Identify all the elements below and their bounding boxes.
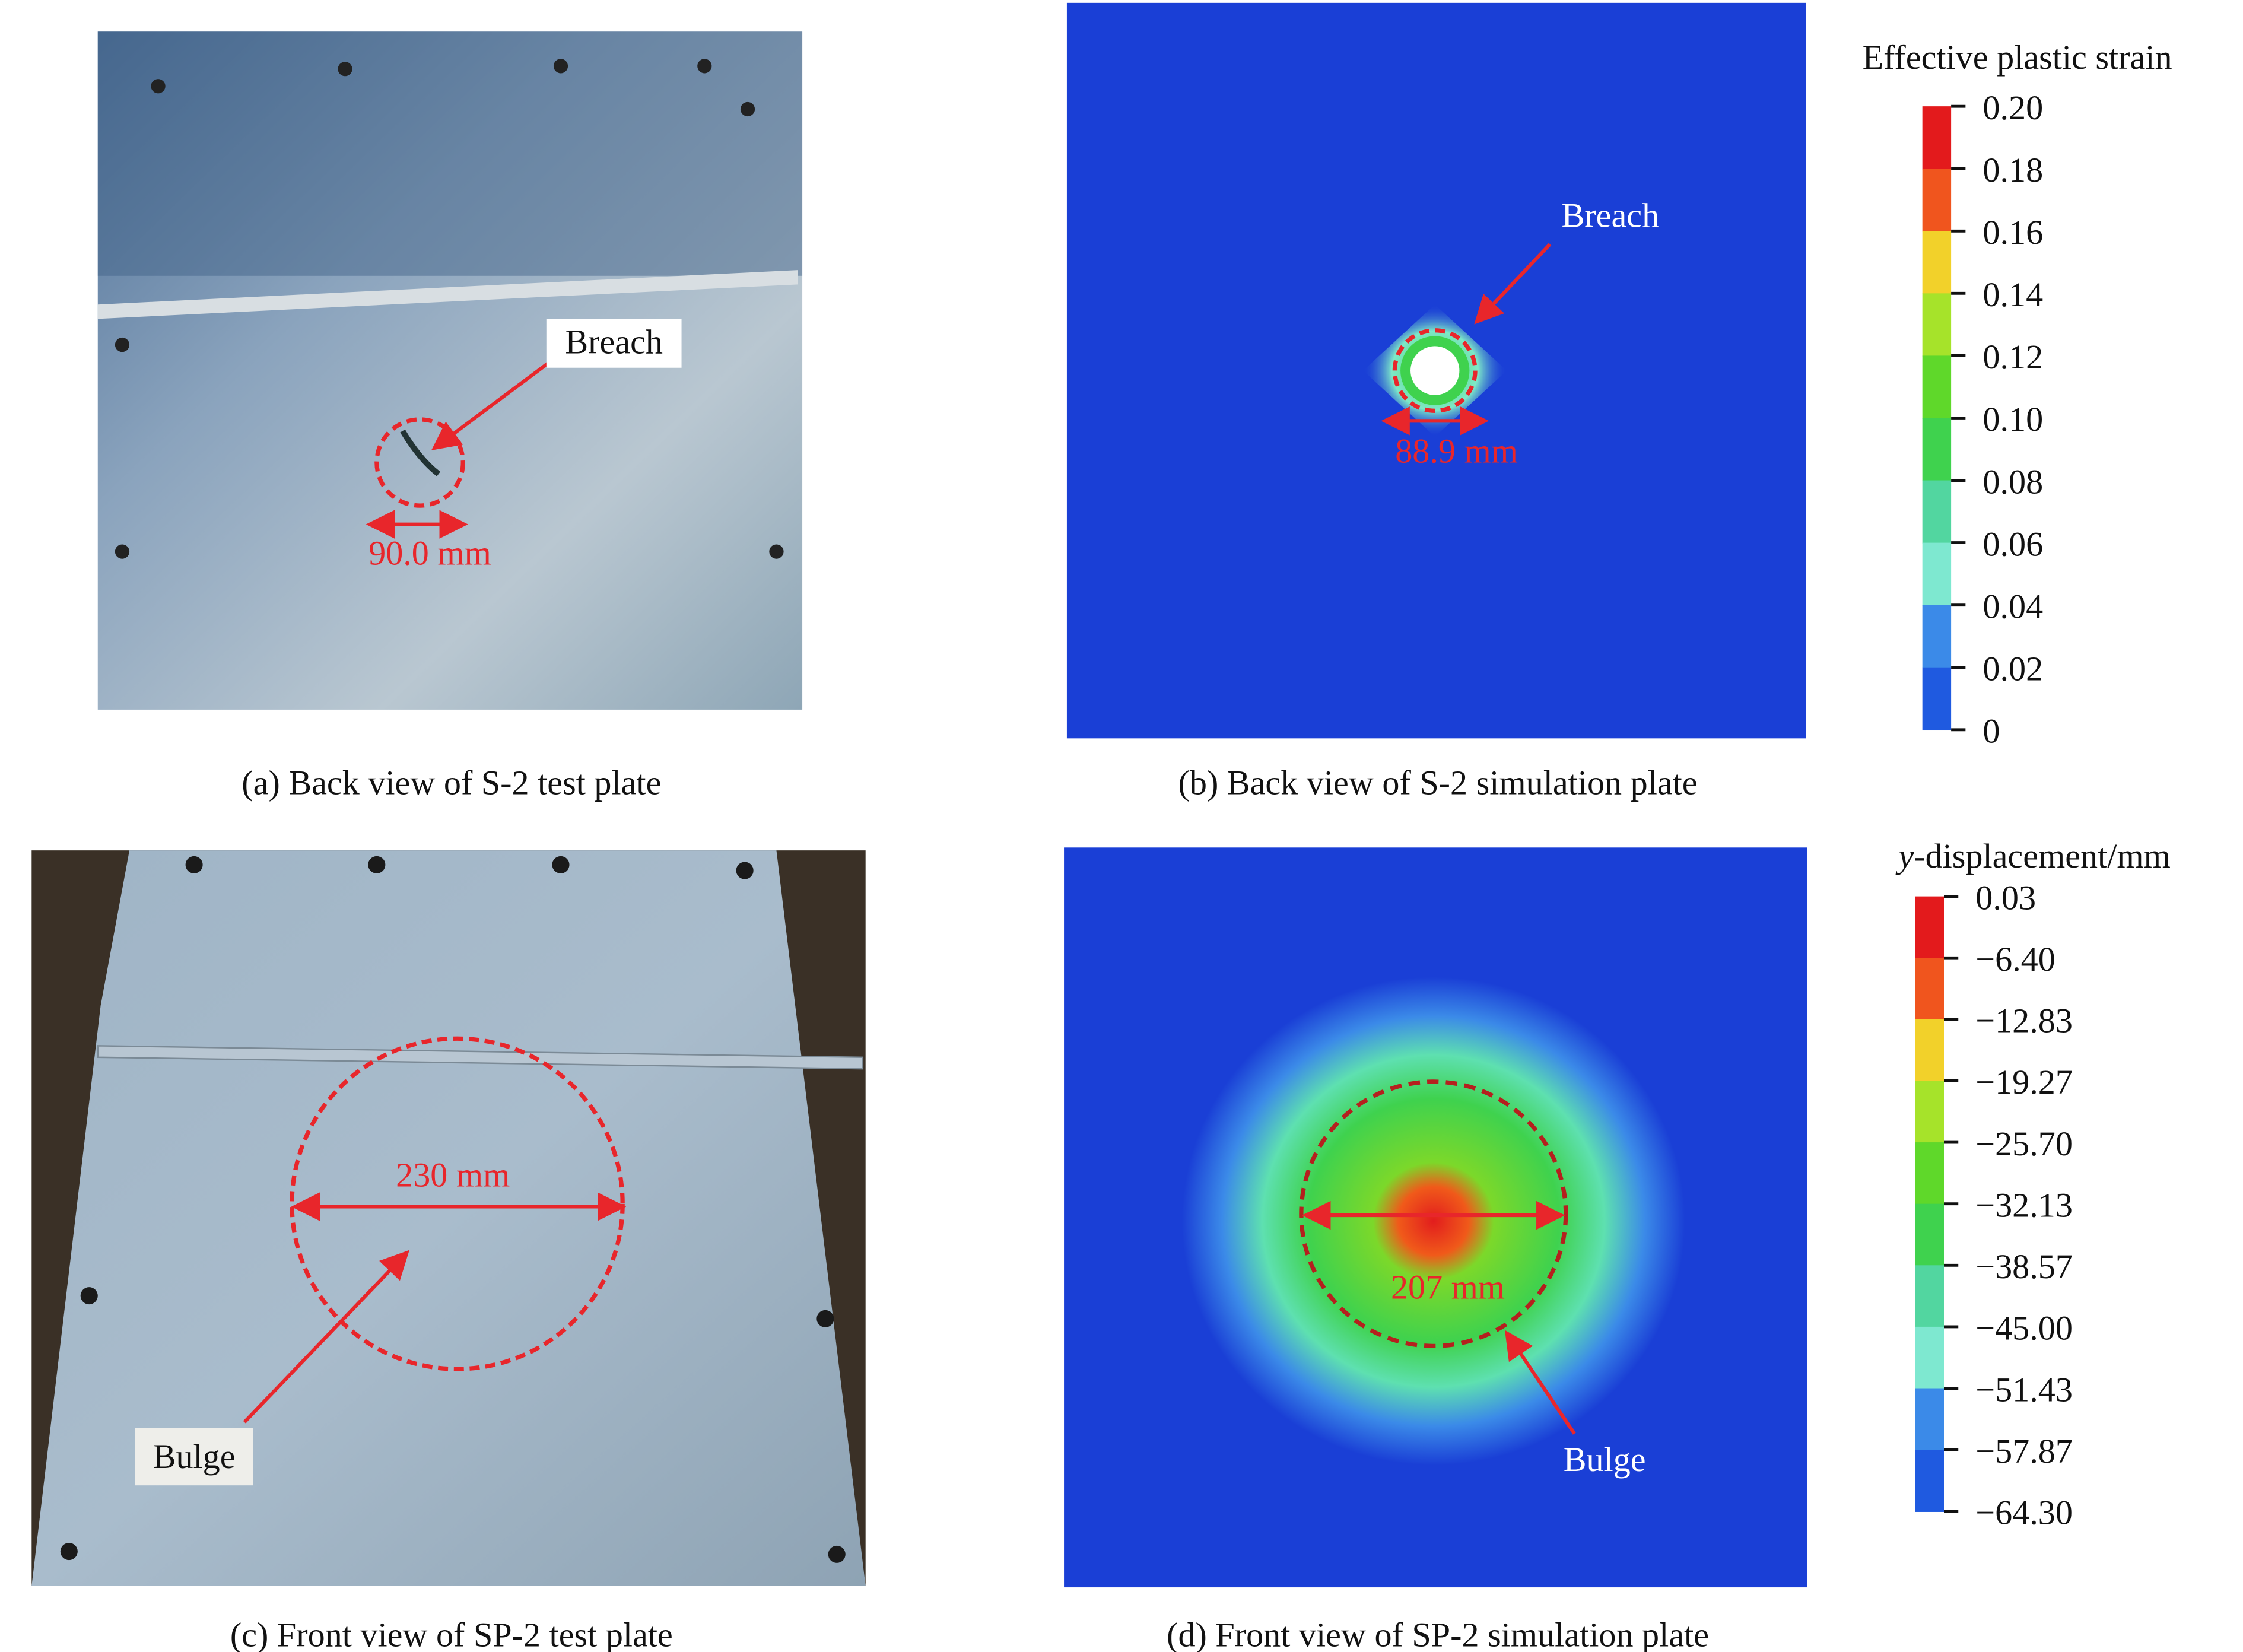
- color-segment: [1915, 1203, 1944, 1266]
- panel-a: Breach 90.0 mm (a) Back view of S-2 test…: [97, 31, 803, 802]
- tick-label: −32.13: [1975, 1186, 2073, 1225]
- tick-label: 0.12: [1983, 338, 2043, 376]
- title-part: y: [1895, 837, 1914, 875]
- color-segment: [1915, 1388, 1944, 1451]
- color-segment: [1922, 231, 1952, 294]
- color-segment: [1922, 169, 1952, 232]
- breach-circle: [1392, 328, 1478, 413]
- tick-label: 0.16: [1983, 213, 2043, 252]
- colorbar: y-displacement/mm0.03 −6.40 −12.83 −19.27 −2…: [1895, 837, 2170, 1532]
- colorbar: Effective plastic strain 0.20 0.18 0.16 0.14…: [1863, 38, 2172, 750]
- panel-d: 207 mm Bulge (d) Front view of SP-2 simu…: [1064, 847, 1807, 1652]
- test-photo: [97, 31, 803, 710]
- color-segment: [1915, 1450, 1944, 1512]
- tick-label: 0.06: [1983, 525, 2043, 563]
- annotation: Bulge: [1564, 1440, 1646, 1479]
- ruler: [97, 270, 798, 319]
- tick-label: 0.08: [1983, 462, 2043, 501]
- tick-label: 0.02: [1983, 650, 2043, 688]
- displacement-zone: [1181, 977, 1685, 1466]
- colorbar-title: Effective plastic strain: [1863, 38, 2172, 77]
- tick-label: −19.27: [1975, 1063, 2073, 1101]
- arrow: [243, 1250, 409, 1424]
- annotation: 88.9 mm: [1395, 432, 1518, 471]
- tick-label: 0.03: [1975, 878, 2036, 917]
- tick-label: −38.57: [1975, 1247, 2073, 1286]
- color-segment: [1922, 542, 1952, 606]
- ruler: [97, 1045, 864, 1070]
- annotation: Breach: [1562, 196, 1660, 235]
- bulge-circle: [1299, 1079, 1568, 1348]
- tick-label: 0.10: [1983, 400, 2043, 439]
- color-segment: [1922, 480, 1952, 544]
- color-segment: [1915, 1326, 1944, 1389]
- annotation: 230 mm: [396, 1156, 510, 1194]
- tick-label: −64.30: [1975, 1494, 2073, 1532]
- color-segment: [1922, 355, 1952, 419]
- crack: [400, 429, 441, 476]
- color-segment: [1915, 1019, 1944, 1082]
- color-segment: [1922, 293, 1952, 357]
- label-box: [135, 1428, 253, 1486]
- color-segment: [1922, 418, 1952, 481]
- color-segment: [1915, 1081, 1944, 1143]
- colorbar-title: y-displacement/mm: [1895, 837, 2170, 875]
- arrow: [1505, 1330, 1576, 1435]
- color-segment: [1922, 605, 1952, 668]
- title-part: Effective plastic strain: [1863, 38, 2172, 77]
- bolt-holes: [60, 856, 846, 1563]
- caption: (b) Back view of S-2 simulation plate: [1178, 764, 1698, 802]
- tick-label: −25.70: [1975, 1124, 2073, 1163]
- tick-label: −51.43: [1975, 1370, 2073, 1409]
- panel-c: 230 mm Bulge (c) Front view of SP-2 test…: [31, 850, 866, 1652]
- annotation: Breach: [565, 323, 663, 361]
- color-segment: [1915, 1265, 1944, 1328]
- color-segment: [1922, 106, 1952, 170]
- label-box: [546, 319, 682, 368]
- annotation: 207 mm: [1391, 1267, 1505, 1306]
- color-segment: [1915, 896, 1944, 959]
- photo-shade: [97, 31, 803, 276]
- caption: (d) Front view of SP-2 simulation plate: [1167, 1615, 1709, 1652]
- breach-circle: [374, 417, 465, 508]
- annotation: Bulge: [153, 1437, 236, 1476]
- arrow: [1474, 243, 1552, 325]
- annotation: 90.0 mm: [368, 533, 491, 572]
- tick-label: −57.87: [1975, 1432, 2073, 1470]
- color-segment: [1915, 1142, 1944, 1205]
- tick-label: 0.18: [1983, 151, 2043, 189]
- arrow: [431, 357, 555, 450]
- tick-label: −12.83: [1975, 1002, 2073, 1040]
- panel-b: Breach 88.9 mm (b) Back view of S-2 simu…: [1066, 2, 1806, 802]
- bolt-holes: [115, 59, 784, 559]
- tick-label: 0.20: [1983, 88, 2043, 127]
- color-segment: [1922, 667, 1952, 731]
- tick-label: −6.40: [1975, 940, 2055, 979]
- tick-label: 0: [1983, 712, 2000, 751]
- tick-label: 0.04: [1983, 587, 2043, 625]
- title-part: -displacement/mm: [1914, 837, 2171, 875]
- colorbars: Effective plastic strain 0.20 0.18 0.16 0.14…: [1863, 38, 2172, 1532]
- caption: (c) Front view of SP-2 test plate: [230, 1615, 673, 1652]
- breach-hole: [1410, 346, 1460, 395]
- caption: (a) Back view of S-2 test plate: [242, 764, 661, 802]
- tick-label: 0.14: [1983, 275, 2043, 314]
- color-segment: [1915, 958, 1944, 1021]
- tick-label: −45.00: [1975, 1309, 2073, 1348]
